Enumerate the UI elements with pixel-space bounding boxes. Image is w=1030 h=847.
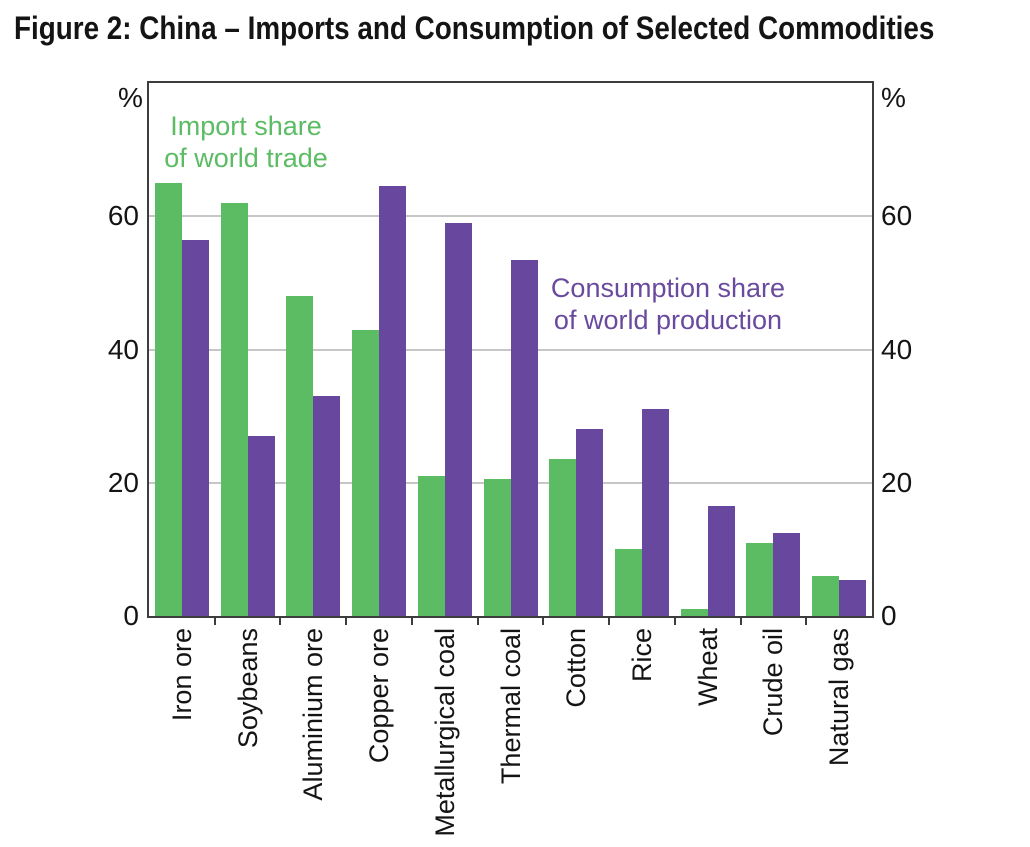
x-category-label-copper-ore: Copper ore (364, 628, 395, 764)
x-category-label-wheat: Wheat (692, 628, 723, 707)
bar-consumption-aluminium-ore (313, 396, 341, 616)
x-axis-tick (279, 618, 282, 625)
bar-consumption-cotton (576, 429, 604, 616)
x-axis-tick (213, 618, 216, 625)
y-tick-label-left-40: 40 (107, 333, 139, 365)
figure-title: Figure 2: China – Imports and Consumptio… (14, 10, 935, 46)
y-axis-unit-right: % (881, 82, 906, 113)
gridline-60 (149, 215, 872, 218)
bar-consumption-iron-ore (181, 239, 209, 616)
x-axis-tick (673, 618, 676, 625)
bar-import-iron-ore (154, 182, 182, 616)
consumption-share-label: Consumption share of world production (551, 272, 785, 336)
x-category-label-cotton: Cotton (561, 628, 592, 708)
bar-import-thermal-coal (483, 479, 511, 616)
x-category-label-soybeans: Soybeans (232, 628, 263, 749)
x-axis-tick (805, 618, 808, 625)
bar-consumption-crude-oil (773, 532, 801, 616)
bar-import-rice (614, 549, 642, 616)
y-tick-label-right-0: 0 (881, 600, 897, 631)
bar-import-copper-ore (352, 329, 380, 616)
y-axis-unit-left: % (118, 82, 143, 113)
x-axis-tick (345, 618, 348, 625)
bar-import-metallurgical-coal (417, 476, 445, 616)
x-axis-tick (476, 618, 479, 625)
y-tick-label-right-40: 40 (881, 333, 913, 365)
x-axis-tick (410, 618, 413, 625)
consumption-share-label-line: of world production (553, 305, 783, 335)
y-tick-label-right-60: 60 (881, 200, 913, 232)
x-category-label-natural-gas: Natural gas (824, 628, 855, 767)
x-axis-tick (542, 618, 545, 625)
bar-import-aluminium-ore (286, 296, 314, 616)
bar-import-natural-gas (812, 576, 840, 616)
import-share-label-line: Import share (170, 111, 322, 141)
bar-import-crude-oil (746, 542, 774, 616)
bar-import-wheat (680, 609, 708, 616)
x-axis-tick (608, 618, 611, 625)
bar-consumption-copper-ore (379, 186, 407, 616)
consumption-share-label-line: Consumption share (550, 273, 786, 303)
bar-import-soybeans (220, 202, 248, 616)
x-category-label-thermal-coal: Thermal coal (495, 628, 526, 785)
y-tick-label-left-20: 20 (107, 466, 139, 498)
x-category-label-iron-ore: Iron ore (166, 628, 197, 722)
import-share-label-line: of world trade (164, 143, 328, 173)
import-share-label: Import share of world trade (164, 110, 328, 174)
bar-consumption-soybeans (247, 436, 275, 616)
x-axis-tick (739, 618, 742, 625)
x-category-label-metallurgical-coal: Metallurgical coal (429, 628, 460, 837)
bar-consumption-thermal-coal (510, 259, 538, 616)
y-tick-label-left-0: 0 (123, 600, 139, 631)
bar-consumption-rice (641, 409, 669, 616)
plot-area (147, 81, 874, 618)
bar-consumption-wheat (707, 506, 735, 616)
y-tick-label-right-20: 20 (881, 466, 913, 498)
y-tick-label-left-60: 60 (107, 200, 139, 232)
x-category-label-aluminium-ore: Aluminium ore (298, 628, 329, 801)
bar-consumption-metallurgical-coal (444, 222, 472, 616)
bar-consumption-natural-gas (839, 580, 867, 616)
x-category-label-rice: Rice (626, 628, 657, 683)
x-category-label-crude-oil: Crude oil (758, 628, 789, 737)
bar-import-cotton (549, 459, 577, 616)
